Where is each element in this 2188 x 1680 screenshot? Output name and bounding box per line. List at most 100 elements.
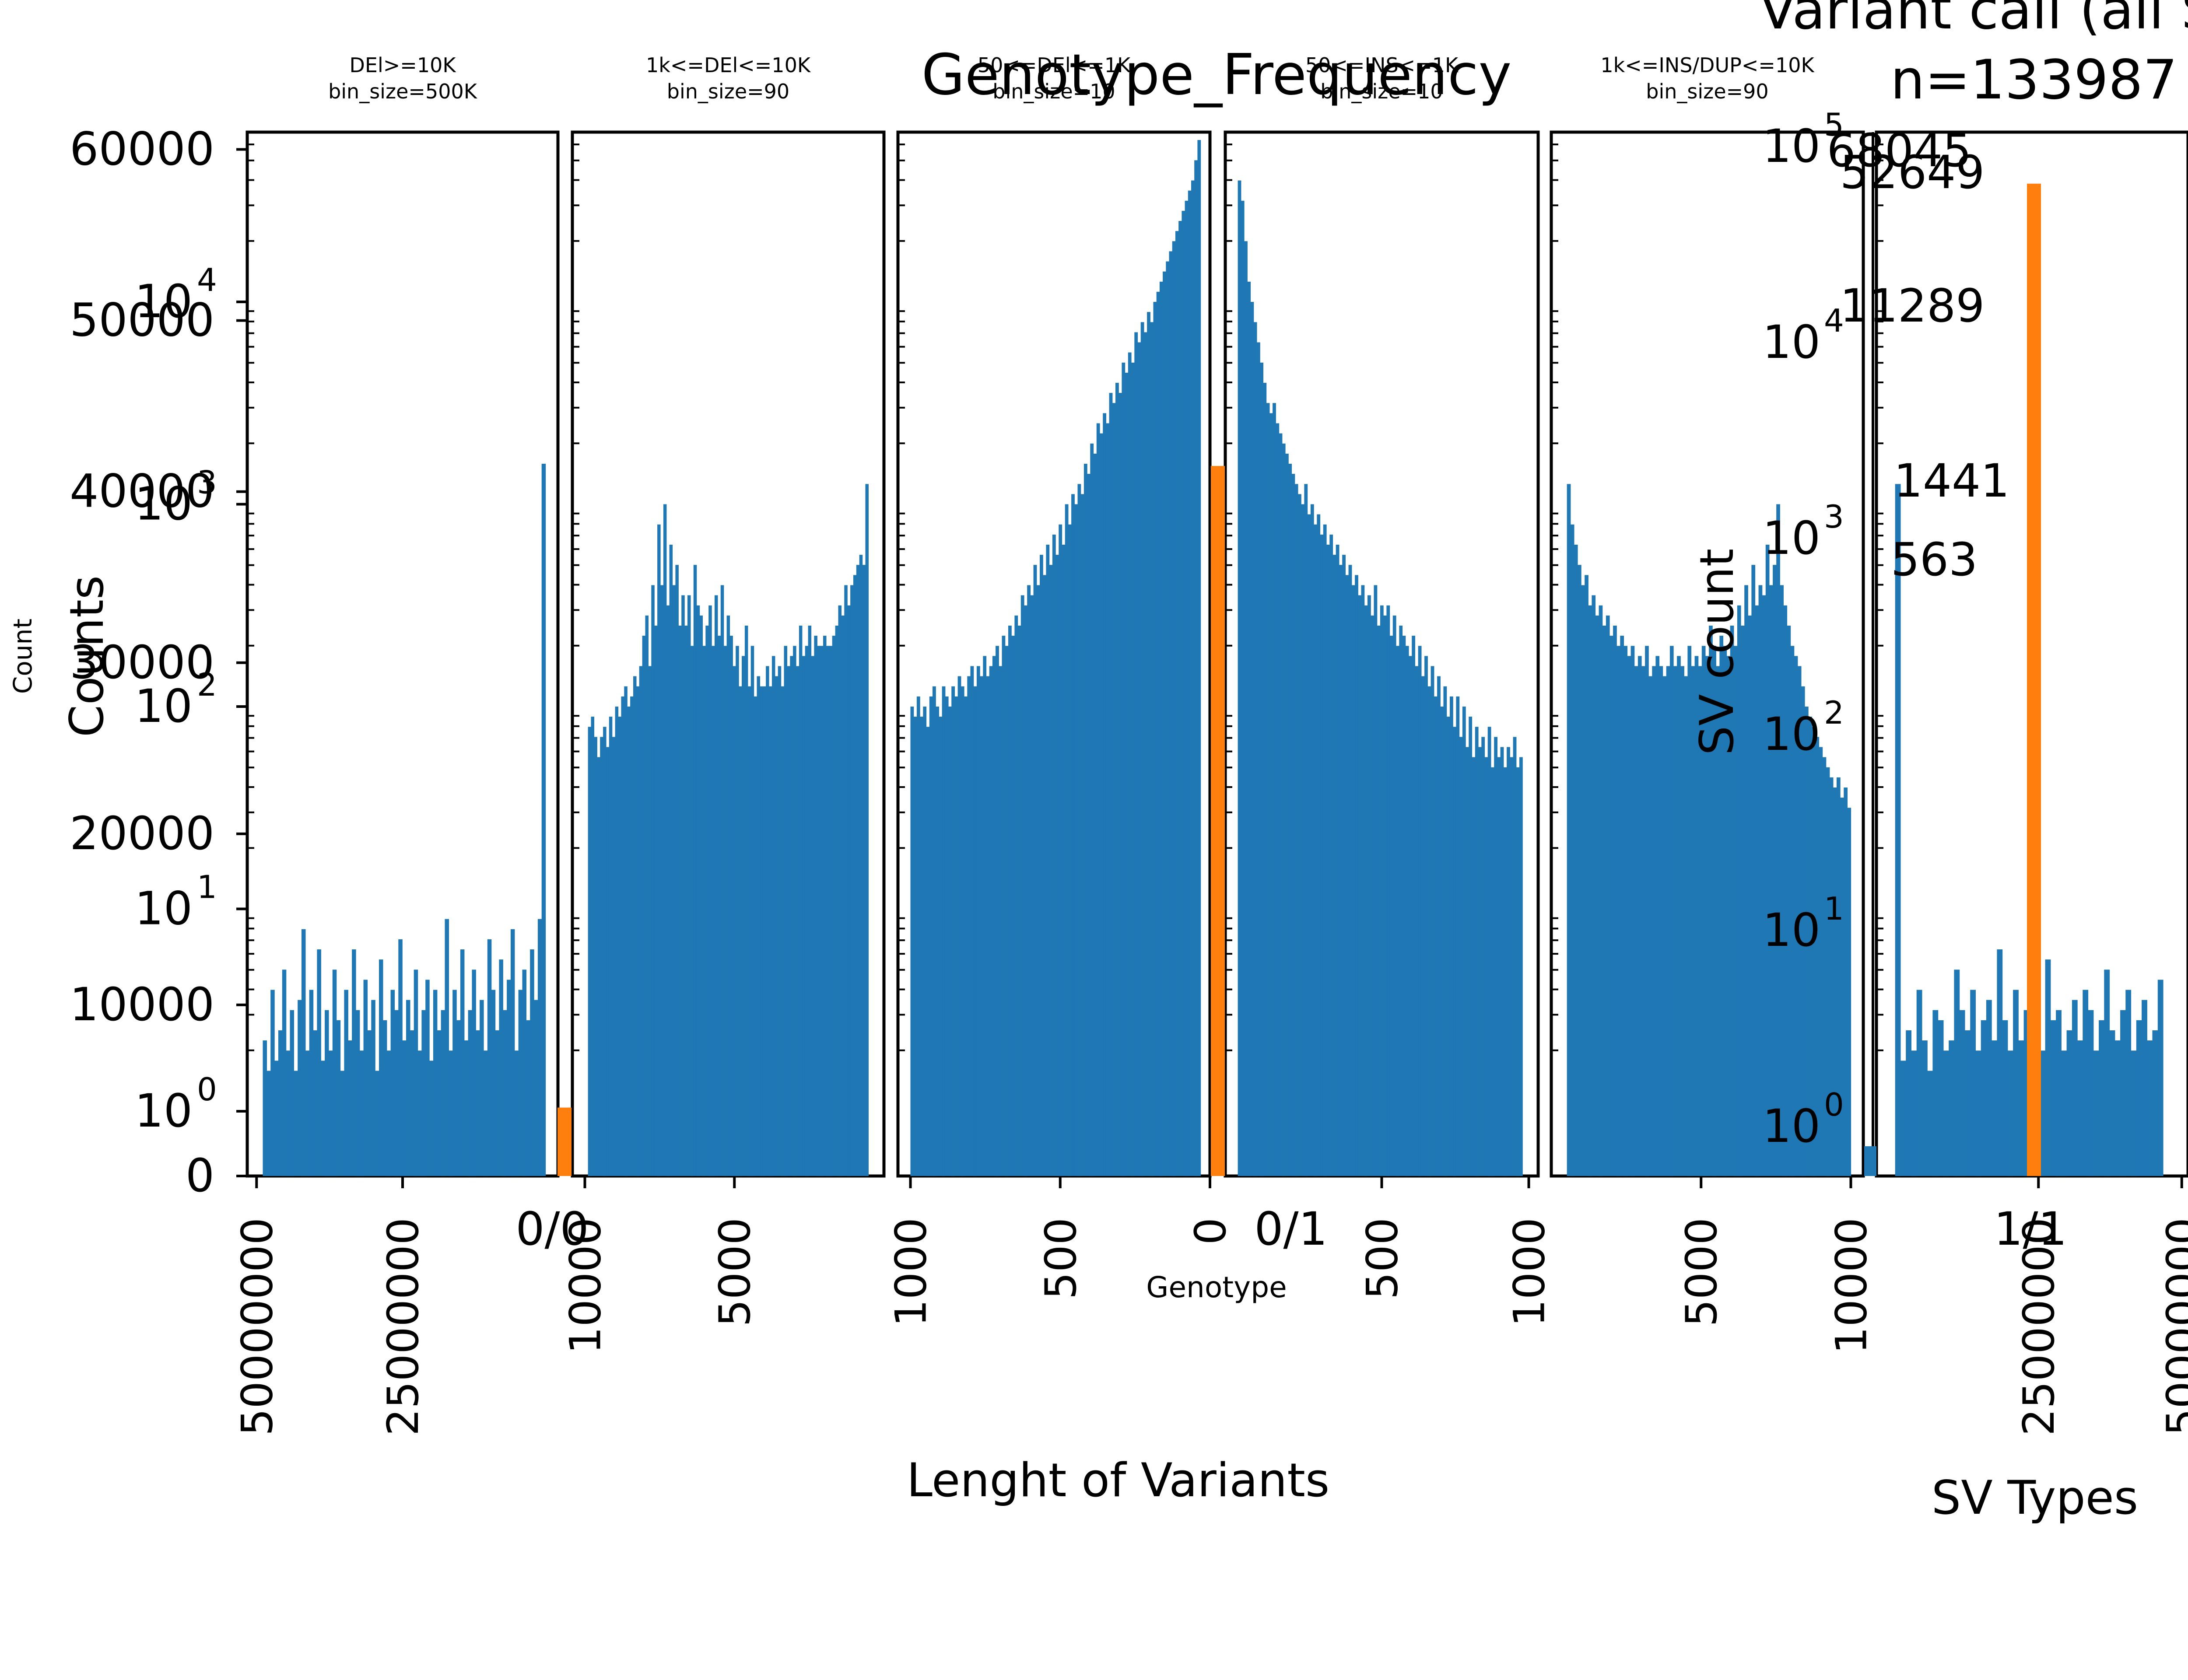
histogram-bar — [600, 737, 603, 1176]
histogram-bar — [645, 615, 649, 1176]
x-tick-label: 500 — [1358, 1218, 1408, 1299]
histogram-bar — [2099, 1020, 2104, 1176]
histogram-bar — [1645, 646, 1649, 1176]
histogram-bar — [923, 707, 927, 1176]
histogram-bar — [484, 1050, 488, 1176]
histogram-bar — [1472, 757, 1476, 1176]
y-linear-tick-label: 40000 — [70, 465, 214, 518]
histogram-bar — [507, 980, 511, 1176]
histogram-bar — [1342, 555, 1346, 1176]
histogram-bar — [1726, 656, 1731, 1176]
histogram-bar — [1723, 646, 1727, 1176]
histogram-bar — [1304, 484, 1308, 1176]
histogram-bar — [1020, 595, 1024, 1176]
histogram-bar — [510, 929, 515, 1176]
histogram-bar — [1494, 737, 1497, 1176]
histogram-bar — [1840, 798, 1844, 1176]
histogram-bar — [2050, 1020, 2056, 1176]
histogram-bar — [856, 565, 860, 1176]
x-tick-label: 10000 — [1827, 1218, 1876, 1354]
histogram-bar — [1282, 443, 1286, 1176]
histogram-bar — [1819, 747, 1823, 1176]
histogram-bar — [1377, 626, 1381, 1176]
histogram-bar — [1769, 585, 1773, 1176]
histogram-bar — [630, 696, 634, 1176]
histogram-bar — [1156, 291, 1160, 1176]
histogram-bar — [449, 1050, 453, 1176]
panel-title: 1k<=INS/DUP<=10K — [1600, 53, 1815, 77]
histogram-bar — [367, 1030, 372, 1176]
panel-title: 50<=DEl<=1K — [978, 53, 1131, 77]
histogram-bar — [1119, 393, 1122, 1176]
histogram-bar — [654, 626, 658, 1176]
histogram-bar — [1361, 585, 1365, 1176]
histogram-bar — [394, 1010, 399, 1176]
histogram-bar — [286, 1050, 291, 1176]
histogram-bar — [1797, 666, 1802, 1176]
histogram-bar — [541, 464, 546, 1176]
histogram-bar — [1456, 696, 1460, 1176]
sv-count-label: 1441 — [1894, 454, 2010, 508]
histogram-bar — [1147, 312, 1150, 1176]
histogram-bar — [1655, 656, 1660, 1176]
histogram-bar — [1443, 686, 1447, 1176]
histogram-bar — [1751, 565, 1756, 1176]
histogram-bar — [495, 1030, 499, 1176]
genotype-bar — [558, 1107, 572, 1176]
histogram-bar — [2018, 1040, 2024, 1176]
histogram-bar — [1698, 666, 1702, 1176]
histogram-bar — [675, 565, 679, 1176]
sv-bar — [1864, 1146, 1876, 1176]
histogram-bar — [1247, 281, 1251, 1176]
histogram-bar — [2109, 1030, 2115, 1176]
histogram-bar — [799, 626, 803, 1176]
y-log-tick-label: 10 — [135, 882, 193, 935]
histogram-bar — [2007, 1050, 2013, 1176]
panel-title: 1k<=DEl<=10K — [646, 53, 811, 77]
histogram-bar — [1298, 494, 1301, 1176]
histogram-bar — [1997, 949, 2003, 1176]
histogram-bar — [363, 980, 368, 1176]
histogram-bar — [437, 1030, 442, 1176]
histogram-bar — [1137, 342, 1141, 1176]
histogram-bar — [1938, 1020, 1944, 1176]
x-tick-label: 50000000 — [2158, 1218, 2188, 1436]
histogram-bar — [1336, 545, 1339, 1176]
histogram-bar — [720, 585, 724, 1176]
histogram-bar — [648, 666, 652, 1176]
histogram-bar — [693, 565, 697, 1176]
histogram-bar — [1329, 534, 1333, 1176]
histogram-bar — [1648, 676, 1652, 1176]
histogram-bar — [1323, 524, 1327, 1176]
histogram-bar — [1765, 545, 1770, 1176]
histogram-bar — [2040, 1050, 2046, 1176]
histogram-bar — [1071, 494, 1075, 1176]
histogram-bar — [1748, 615, 1752, 1176]
histogram-bar — [1737, 605, 1741, 1176]
histogram-bar — [382, 1020, 387, 1176]
histogram-bar — [456, 1020, 461, 1176]
histogram-bar — [1801, 686, 1805, 1176]
y-axis-label-count: Count — [8, 619, 38, 694]
histogram-bar — [1783, 605, 1788, 1176]
histogram-bar — [1627, 656, 1631, 1176]
histogram-bar — [1412, 636, 1415, 1176]
histogram-bar — [1462, 707, 1466, 1176]
histogram-bar — [633, 676, 637, 1176]
x-axis-label-svtypes: SV Types — [1932, 1471, 2138, 1525]
histogram-bar — [1437, 676, 1441, 1176]
histogram-bar — [472, 970, 476, 1176]
histogram-bar — [1705, 656, 1709, 1176]
histogram-bar — [1469, 717, 1473, 1176]
histogram-bar — [1421, 676, 1425, 1176]
histogram-bar — [865, 484, 869, 1176]
x-tick-label: 25000000 — [379, 1218, 428, 1436]
histogram-bar — [1103, 413, 1106, 1176]
histogram-bar — [802, 656, 806, 1176]
genotype-bars: 0/0 0/1 1/1 — [515, 183, 2067, 1256]
histogram-bar — [1159, 281, 1163, 1176]
histogram-bar — [1059, 524, 1062, 1176]
histogram-bar — [1083, 464, 1087, 1176]
y-linear-tick-label: 30000 — [70, 636, 214, 689]
histogram-bar — [1364, 605, 1368, 1176]
